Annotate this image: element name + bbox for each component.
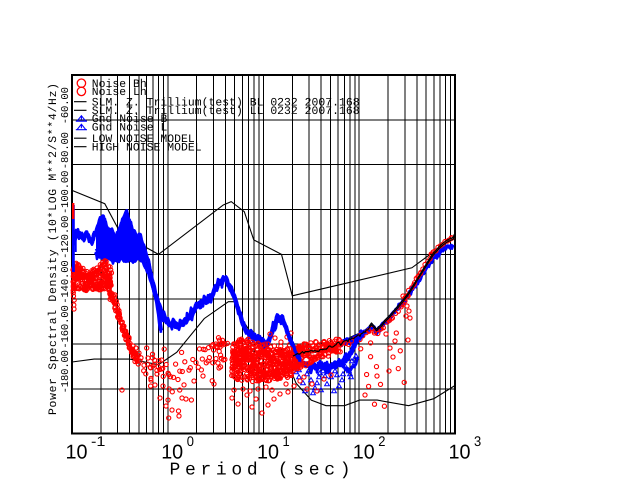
svg-text:Noise Lh: Noise Lh xyxy=(92,86,147,99)
svg-text:10: 10 xyxy=(161,442,183,464)
svg-text:10: 10 xyxy=(353,442,375,464)
svg-text:0: 0 xyxy=(187,433,194,449)
svg-text:2: 2 xyxy=(378,433,385,449)
svg-text:Gnd Noise L: Gnd Noise L xyxy=(92,122,168,135)
svg-text:HIGH NOISE MODEL: HIGH NOISE MODEL xyxy=(92,142,202,154)
svg-text:10: 10 xyxy=(257,442,279,464)
svg-text:-60.00: -60.00 xyxy=(60,87,72,124)
svg-text:-120.00: -120.00 xyxy=(60,216,72,259)
svg-text:10: 10 xyxy=(449,442,471,464)
svg-text:3: 3 xyxy=(474,433,481,449)
svg-text:1: 1 xyxy=(283,433,290,449)
svg-text:10: 10 xyxy=(66,442,88,464)
svg-text:SLM. Z. Trillium(test) LL 0232: SLM. Z. Trillium(test) LL 0232 2007.168 xyxy=(92,105,360,118)
svg-text:Gnd Noise B: Gnd Noise B xyxy=(92,113,168,126)
svg-text:-80.00: -80.00 xyxy=(60,132,72,169)
svg-text:SLM. Z. Trillium(test) BL 0232: SLM. Z. Trillium(test) BL 0232 2007.168 xyxy=(92,96,360,109)
svg-text:Noise Bh: Noise Bh xyxy=(92,78,147,91)
svg-text:-1: -1 xyxy=(91,433,106,449)
svg-text:-140.00: -140.00 xyxy=(60,260,72,303)
svg-text:-100.00: -100.00 xyxy=(60,171,72,214)
svg-text:-160.00: -160.00 xyxy=(60,305,72,348)
svg-text:-180.00: -180.00 xyxy=(60,350,72,393)
svg-text:LOW NOISE MODEL: LOW NOISE MODEL xyxy=(92,134,195,146)
svg-text:Power Spectral Density (10*LOG: Power Spectral Density (10*LOG M**2/S**4… xyxy=(47,83,60,415)
